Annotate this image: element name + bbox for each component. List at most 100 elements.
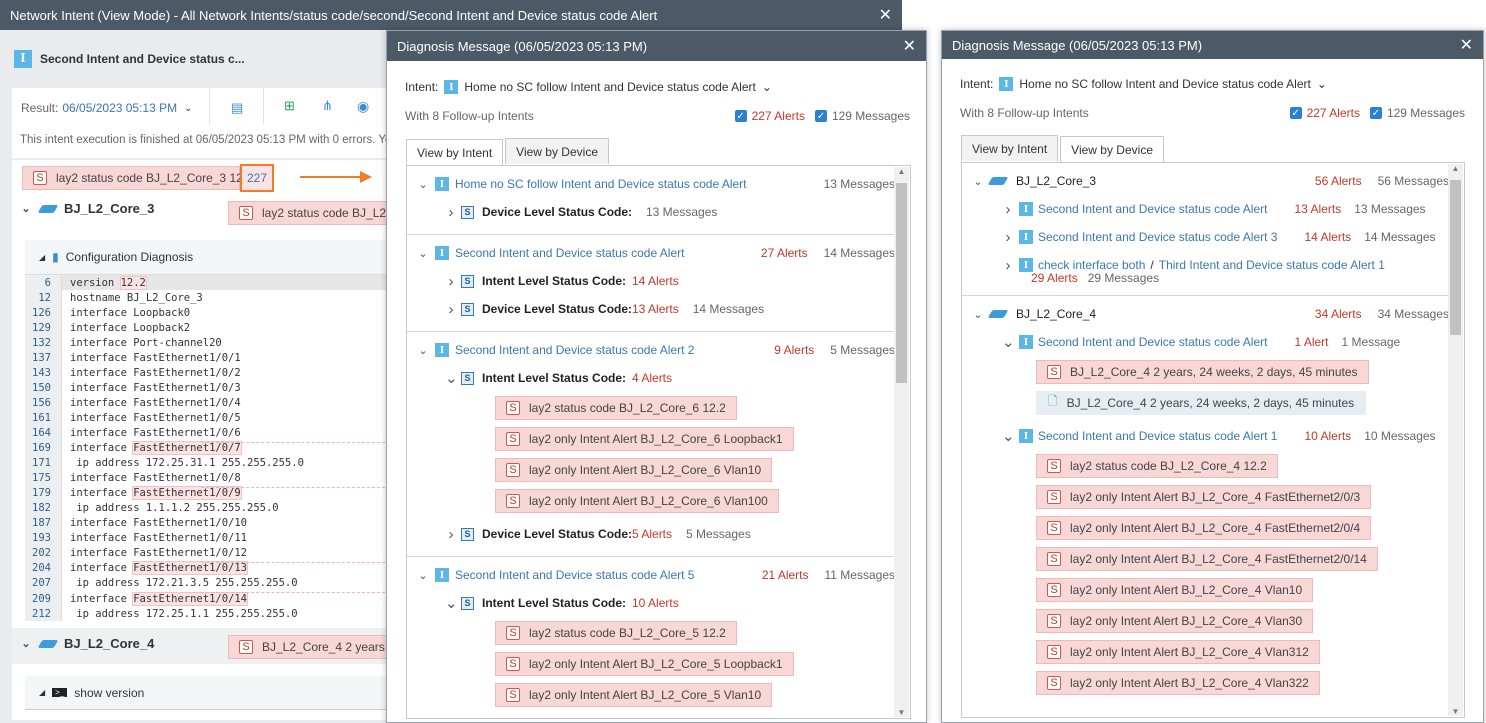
chevron-right-icon[interactable]: › [1005, 256, 1011, 274]
chevron-right-icon[interactable]: › [448, 272, 454, 290]
intent-title[interactable]: Second Intent and Device status code Ale… [455, 343, 695, 357]
alert-item[interactable]: S BJ_L2_Core_4 2 years, 24 weeks, 2 days,… [1036, 359, 1369, 384]
intent-row[interactable]: › I Second Intent and Device status code A… [962, 223, 1449, 251]
close-icon[interactable]: ✕ [1459, 37, 1473, 54]
status-code-group[interactable]: › S Device Level Status Code: 5 Alerts 5 Mes… [407, 520, 895, 548]
close-icon[interactable]: ✕ [902, 38, 916, 55]
chevron-right-icon[interactable]: › [1005, 228, 1011, 246]
chevron-down-icon[interactable]: ⌄ [973, 175, 983, 188]
chevron-down-icon[interactable]: ⌄ [418, 178, 428, 191]
device-row[interactable]: ⌄ BJ_L2_Core_3 56 Alerts 56 Messages [962, 167, 1449, 195]
chevron-right-icon[interactable]: › [448, 203, 454, 221]
intent-dropdown[interactable]: Home no SC follow Intent and Device stat… [1019, 77, 1311, 91]
intent-title[interactable]: Second Intent and Device status code Ale… [1038, 202, 1268, 216]
intent-selector[interactable]: Intent: I Home no SC follow Intent and D… [405, 80, 772, 94]
tab-view-by-intent[interactable]: View by Intent [406, 139, 504, 166]
collapse-icon[interactable]: ◢ [39, 688, 46, 697]
dialog-title: Diagnosis Message (06/05/2023 05:13 PM) [397, 38, 648, 54]
device-alert-badge[interactable]: S BJ_L2_Core_4 2 years, 24 [228, 635, 405, 659]
alerts-checkbox[interactable]: ✓ [734, 110, 747, 122]
intent-title[interactable]: Second Intent and Device status code Ale… [455, 246, 685, 260]
chevron-down-icon[interactable]: ⌄ [1316, 77, 1327, 91]
intent-title[interactable]: Third Intent and Device status code Aler… [1158, 258, 1385, 272]
tab-view-by-intent[interactable]: View by Intent [961, 135, 1059, 161]
collapse-icon[interactable]: ◢ [39, 252, 46, 262]
show-version-section[interactable]: ◢ >_ show version [25, 676, 395, 710]
chevron-down-icon[interactable]: ⌄ [184, 102, 193, 114]
status-code-group[interactable]: › S Device Level Status Code: 13 Messages [407, 198, 895, 226]
device-alert-badge[interactable]: S lay2 status code BJ_L2_Co [228, 201, 408, 225]
network-icon[interactable]: ⋔ [322, 98, 333, 113]
result-dropdown[interactable]: 06/05/2023 05:13 PM [62, 101, 178, 115]
chevron-down-icon[interactable]: ⌄ [21, 203, 31, 215]
chevron-down-icon[interactable]: ⌄ [973, 308, 983, 321]
chevron-down-icon[interactable]: ⌄ [1002, 334, 1015, 351]
message-item[interactable]: 🗋 BJ_L2_Core_4 2 years, 24 weeks, 2 days,… [1036, 390, 1367, 415]
intent-title[interactable]: Second Intent and Device status code Ale… [1038, 230, 1278, 244]
device-row[interactable]: ⌄ BJ_L2_Core_4 34 Alerts 34 Messages [962, 300, 1449, 328]
intent-dropdown[interactable]: Home no SC follow Intent and Device stat… [464, 80, 756, 94]
chevron-right-icon[interactable]: › [1005, 200, 1011, 218]
intent-title[interactable]: Second Intent and Device status code Ale… [455, 568, 695, 582]
chevron-down-icon[interactable]: ⌄ [1002, 428, 1015, 445]
device-row[interactable]: ⌄ BJ_L2_Core_3 [20, 201, 154, 216]
chevron-down-icon[interactable]: ⌄ [445, 595, 458, 612]
close-icon[interactable]: ✕ [878, 7, 892, 24]
intent-title[interactable]: Home no SC follow Intent and Device stat… [455, 177, 747, 191]
intent-title[interactable]: Second Intent and Device status code Ale… [1038, 429, 1278, 443]
topology-icon[interactable]: ⊞ [284, 98, 295, 113]
messages-checkbox[interactable]: ✓ [814, 110, 827, 122]
parent-intent-title[interactable]: check interface both [1038, 258, 1146, 272]
status-code-group[interactable]: › S Intent Level Status Code: 14 Alerts [407, 267, 895, 295]
intent-row[interactable]: › I Second Intent and Device status code A… [962, 195, 1449, 223]
intent-row[interactable]: ⌄ I Second Intent and Device status code A… [962, 422, 1449, 450]
chevron-right-icon[interactable]: › [448, 525, 454, 543]
alert-item[interactable]: S lay2 status code BJ_L2_Core_3 12.2 [22, 166, 253, 190]
alert-count-button[interactable]: 227 [240, 164, 274, 192]
item-text: BJ_L2_Core_4 2 years, 24 weeks, 2 days, … [1070, 364, 1358, 379]
intent-row[interactable]: ⌄ I Second Intent and Device status code A… [407, 239, 895, 267]
chevron-down-icon[interactable]: ⌄ [21, 638, 31, 650]
scrollbar[interactable]: ▲ ▼ [894, 167, 909, 717]
eye-icon[interactable]: ◉ [357, 98, 370, 114]
intent-title[interactable]: Second Intent and Device status code Ale… [1038, 335, 1268, 349]
chevron-down-icon[interactable]: ⌄ [418, 247, 428, 260]
chevron-down-icon[interactable]: ⌄ [418, 569, 428, 582]
chevron-right-icon[interactable]: › [448, 300, 454, 318]
device-row[interactable]: ⌄ BJ_L2_Core_4 [20, 636, 154, 651]
status-code-group[interactable]: ⌄ S Intent Level Status Code: 4 Alerts [407, 364, 895, 392]
intent-row[interactable]: ⌄ I Second Intent and Device status code A… [407, 561, 895, 589]
clipboard-icon[interactable]: ▤ [231, 100, 244, 115]
messages-checkbox[interactable]: ✓ [1369, 107, 1382, 119]
status-code-group[interactable]: ⌄ S Intent Level Status Code: 10 Alerts [407, 589, 895, 617]
intent-selector[interactable]: Intent: I Home no SC follow Intent and D… [960, 77, 1327, 91]
intent-row[interactable]: ⌄ I Second Intent and Device status code A… [962, 328, 1449, 356]
tab-view-by-device[interactable]: View by Device [1060, 136, 1164, 163]
alerts-checkbox[interactable]: ✓ [1289, 107, 1302, 119]
dialog-title-bar: Diagnosis Message (06/05/2023 05:13 PM) … [387, 31, 926, 61]
chevron-down-icon[interactable]: ⌄ [418, 344, 428, 357]
chevron-down-icon[interactable]: ⌄ [445, 370, 458, 387]
scrollbar[interactable]: ▲ ▼ [1448, 164, 1463, 716]
chevron-down-icon[interactable]: ⌄ [761, 80, 772, 94]
intent-row[interactable]: ⌄ I Second Intent and Device status code A… [407, 336, 895, 364]
intent-row[interactable]: ⌄ I Home no SC follow Intent and Device st… [407, 170, 895, 198]
status-code-group[interactable]: › S Device Level Status Code: 13 Alerts 14 M… [407, 295, 895, 323]
tab-view-by-device[interactable]: View by Device [505, 138, 609, 164]
